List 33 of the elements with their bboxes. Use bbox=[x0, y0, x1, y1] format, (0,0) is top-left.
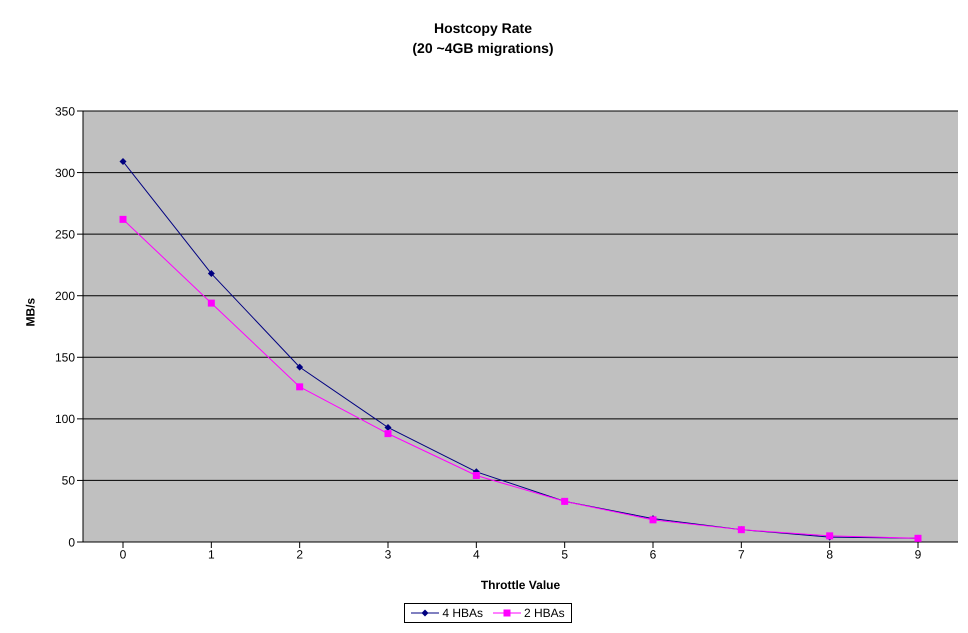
x-tick-label: 0 bbox=[120, 548, 127, 562]
y-tick-label: 100 bbox=[54, 412, 76, 426]
x-tick-label: 2 bbox=[296, 548, 304, 562]
point bbox=[296, 364, 304, 371]
y-tick-label: 200 bbox=[54, 288, 76, 303]
point bbox=[120, 216, 126, 223]
y-tick-label: 0 bbox=[68, 535, 76, 550]
x-tick-label: 1 bbox=[208, 548, 215, 562]
y-tick-label: 300 bbox=[54, 166, 76, 180]
point bbox=[384, 424, 392, 431]
point bbox=[120, 158, 126, 165]
x-axis-title: Throttle Value bbox=[480, 578, 560, 592]
x-tick-label: 3 bbox=[384, 548, 392, 562]
y-tick-label: 50 bbox=[62, 474, 76, 488]
chart-title: Hostcopy Rate bbox=[432, 19, 534, 38]
point bbox=[296, 383, 304, 390]
x-tick-label: 8 bbox=[826, 548, 834, 562]
y-tick-label: 350 bbox=[54, 104, 76, 118]
x-tick-label: 5 bbox=[561, 548, 568, 562]
legend-label: 2 HBAs bbox=[523, 606, 565, 620]
point bbox=[472, 472, 480, 480]
legend-label: 4 HBAs bbox=[441, 606, 483, 620]
x-tick-label: 6 bbox=[650, 548, 657, 562]
point bbox=[384, 430, 392, 438]
y-axis-title: MB/s bbox=[23, 298, 38, 326]
point bbox=[208, 300, 215, 307]
x-tick-label: 9 bbox=[914, 548, 922, 562]
chart-subtitle: (20 ~4GB migrations) bbox=[411, 39, 555, 58]
y-tick-label: 150 bbox=[54, 350, 76, 365]
x-tick-label: 4 bbox=[472, 548, 480, 562]
x-tick-label: 7 bbox=[738, 548, 745, 562]
y-tick-label: 250 bbox=[54, 227, 76, 242]
point bbox=[208, 270, 215, 278]
